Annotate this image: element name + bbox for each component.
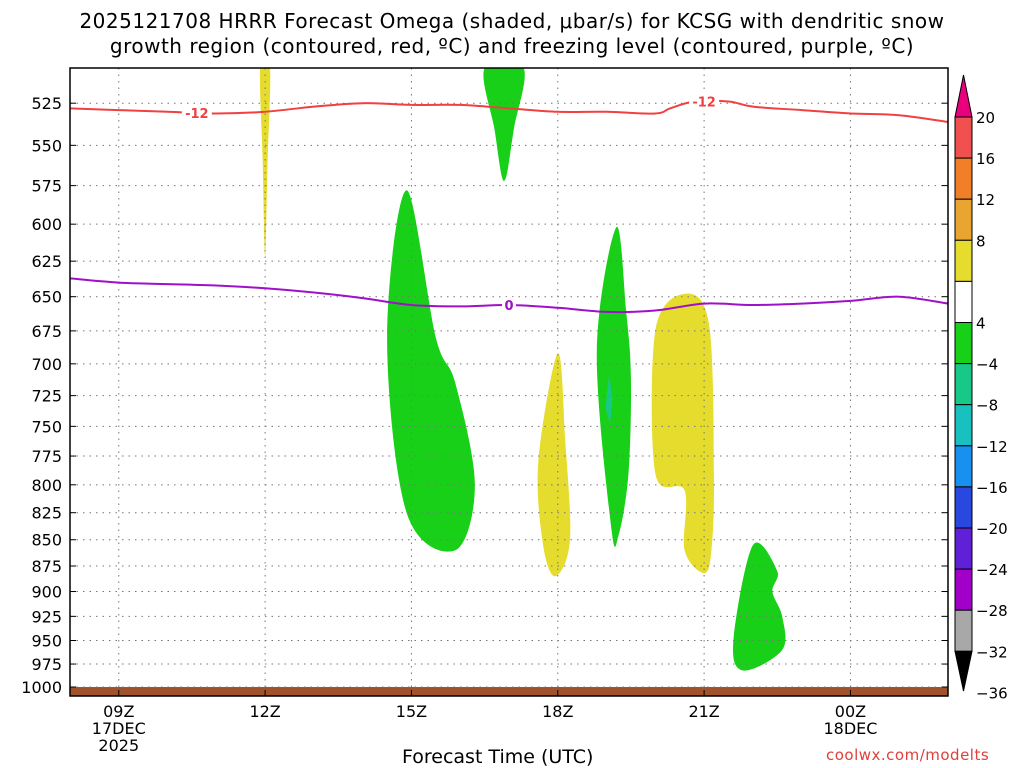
colorbar-label-1: 16 xyxy=(976,150,995,168)
omega-region-3 xyxy=(537,353,571,577)
colorbar-bin-1 xyxy=(954,157,973,200)
colorbar-bin-6 xyxy=(954,363,973,406)
omega-region-7 xyxy=(733,542,786,671)
y-tick-label-700: 700 xyxy=(31,355,62,374)
contour-label-0-0: -12 xyxy=(185,107,209,122)
omega-region-4 xyxy=(596,226,632,547)
colorbar-label-0: 20 xyxy=(976,109,995,127)
contour-label-bg-0-0 xyxy=(181,104,212,120)
x-tick-label-12Z: 12Z xyxy=(249,702,280,721)
y-tick-label-725: 725 xyxy=(31,387,62,406)
y-tick-label-850: 850 xyxy=(31,531,62,550)
y-tick-label-1000: 1000 xyxy=(21,678,62,697)
y-tick-label-975: 975 xyxy=(31,655,62,674)
colorbar-label-6: −8 xyxy=(976,397,998,415)
colorbar-label-11: −28 xyxy=(976,602,1008,620)
chart-title-line-2: growth region (contoured, red, ºC) and f… xyxy=(109,34,915,58)
y-tick-label-750: 750 xyxy=(31,417,62,436)
y-tick-label-525: 525 xyxy=(31,94,62,113)
contour-line-0 xyxy=(70,99,948,123)
colorbar-label-2: 12 xyxy=(976,191,995,209)
y-tick-label-875: 875 xyxy=(31,557,62,576)
colorbar-bin-0 xyxy=(954,116,973,159)
colorbar-label-13: −36 xyxy=(976,684,1008,702)
colorbar-label-7: −12 xyxy=(976,438,1008,456)
contour-label-bg-1-0 xyxy=(502,297,516,313)
colorbar-bin-9 xyxy=(954,486,973,529)
contour-label-bg-0-1 xyxy=(689,93,720,109)
x-tick-sublabel-00Z-0: 18DEC xyxy=(823,719,877,738)
y-tick-label-825: 825 xyxy=(31,504,62,523)
x-tick-sublabel-09Z-1: 2025 xyxy=(98,736,139,755)
y-tick-label-550: 550 xyxy=(31,136,62,155)
x-tick-label-18Z: 18Z xyxy=(542,702,573,721)
x-tick-label-09Z: 09Z xyxy=(103,702,134,721)
y-tick-label-650: 650 xyxy=(31,288,62,307)
colorbar-label-5: −4 xyxy=(976,356,998,374)
y-tick-label-625: 625 xyxy=(31,252,62,271)
ground-surface xyxy=(605,374,613,424)
colorbar-bin-3 xyxy=(954,239,973,282)
y-tick-label-925: 925 xyxy=(31,607,62,626)
omega-region-1 xyxy=(483,68,525,181)
x-axis-title: Forecast Time (UTC) xyxy=(402,746,594,768)
colorbar-bin-2 xyxy=(954,198,973,241)
colorbar-label-3: 8 xyxy=(976,232,986,250)
y-tick-label-575: 575 xyxy=(31,177,62,196)
x-tick-label-15Z: 15Z xyxy=(396,702,427,721)
ground-surface xyxy=(70,686,948,696)
x-tick-label-00Z: 00Z xyxy=(835,702,866,721)
grid-layer xyxy=(70,68,948,696)
colorbar-under-triangle xyxy=(954,650,973,692)
y-tick-label-675: 675 xyxy=(31,322,62,341)
site-credit: coolwx.com/modelts xyxy=(826,746,990,764)
plot-frame xyxy=(69,67,949,697)
colorbar: 20 16 12 8 4 −4 −8 −12 −16 −20 −24 −28 −32 −36 xyxy=(954,74,1008,702)
y-tick-label-900: 900 xyxy=(31,583,62,602)
contour-label-0-1: -12 xyxy=(692,95,716,110)
chart-title-line-1: 2025121708 HRRR Forecast Omega (shaded, … xyxy=(79,9,945,33)
y-tick-label-950: 950 xyxy=(31,632,62,651)
y-tick-label-775: 775 xyxy=(31,447,62,466)
pressure-axis: 525 550 575 600 625 650 675 700 725 750 775 800 825 8… xyxy=(21,94,948,697)
y-tick-label-800: 800 xyxy=(31,476,62,495)
colorbar-label-10: −24 xyxy=(976,561,1008,579)
colorbar-bin-8 xyxy=(954,445,973,488)
contour-label-1-0: 0 xyxy=(504,299,513,314)
colorbar-label-12: −32 xyxy=(976,643,1008,661)
y-tick-label-600: 600 xyxy=(31,215,62,234)
colorbar-bin-4 xyxy=(954,280,973,323)
colorbar-bin-7 xyxy=(954,404,973,447)
colorbar-bin-11 xyxy=(954,568,973,611)
x-tick-label-21Z: 21Z xyxy=(688,702,719,721)
colorbar-bin-12 xyxy=(954,609,973,652)
colorbar-label-9: −20 xyxy=(976,520,1008,538)
omega-region-0 xyxy=(259,68,271,257)
contour-layer: -12 -12 0 xyxy=(70,93,948,314)
omega-shading-layer xyxy=(70,68,948,696)
x-tick-sublabel-09Z-0: 17DEC xyxy=(92,719,146,738)
colorbar-label-4: 4 xyxy=(976,315,986,333)
omega-region-2 xyxy=(387,190,475,552)
colorbar-bin-5 xyxy=(954,322,973,365)
colorbar-bin-10 xyxy=(954,527,973,570)
colorbar-over-triangle xyxy=(954,74,973,118)
colorbar-label-8: −16 xyxy=(976,479,1008,497)
omega-region-6 xyxy=(651,293,714,574)
